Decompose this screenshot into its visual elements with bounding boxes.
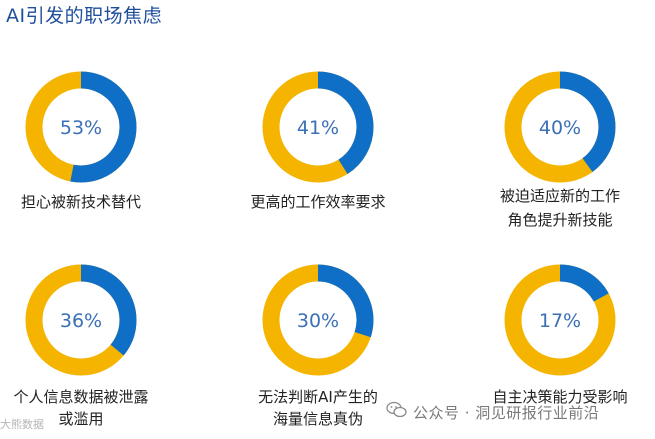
corner-watermark: 大熊数据: [0, 418, 44, 431]
donut-slice-value: [504, 71, 616, 183]
donut-caption-line: 被迫适应新的工作: [500, 187, 620, 205]
donut-percent-label: 41%: [297, 117, 339, 139]
donut-caption-line: 或滥用: [58, 410, 103, 428]
donut-caption-line: 自主决策能力受影响: [492, 388, 627, 406]
donut-chart: 53% 担心被新技术替代: [21, 71, 141, 211]
watermark-text: 公众号 · 洞见研报行业前沿: [413, 404, 600, 422]
donut-percent-label: 30%: [297, 310, 339, 332]
donut-caption-line: 担心被新技术替代: [21, 193, 141, 211]
donut-chart: 41% 更高的工作效率要求: [250, 71, 386, 211]
donut-caption-line: 更高的工作效率要求: [250, 193, 385, 211]
donut-caption-line: 个人信息数据被泄露: [13, 388, 148, 406]
donut-slice-value: [504, 264, 616, 376]
donut-caption-line: 无法判断AI产生的: [258, 388, 378, 406]
donut-percent-label: 17%: [539, 310, 581, 332]
donut-slice-value: [262, 264, 374, 376]
donut-slice-value: [25, 264, 137, 376]
donut-chart: 17% 自主决策能力受影响: [492, 264, 628, 406]
donut-slice-value: [262, 71, 374, 183]
donut-percent-label: 40%: [539, 117, 581, 139]
page-title: AI引发的职场焦虑: [6, 5, 163, 27]
donut-caption-line: 角色提升新技能: [507, 211, 612, 229]
donut-percent-label: 36%: [60, 310, 102, 332]
donut-caption-line: 海量信息真伪: [273, 410, 363, 428]
donut-percent-label: 53%: [60, 117, 102, 139]
donut-slice-value: [25, 71, 137, 183]
wechat-icon: [386, 401, 407, 418]
